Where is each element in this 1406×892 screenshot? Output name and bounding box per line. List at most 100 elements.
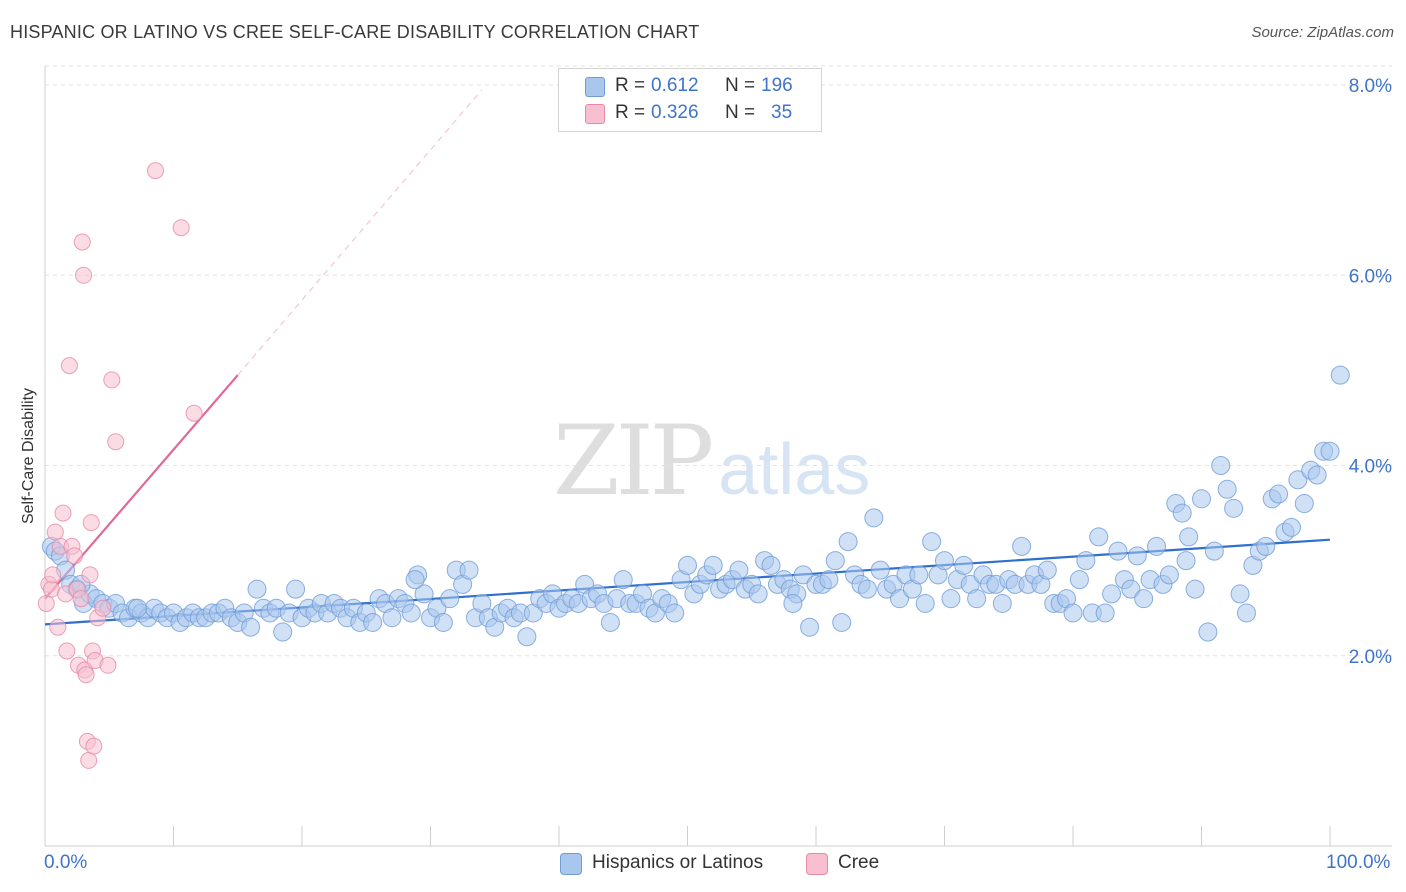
r-label: R = (615, 102, 646, 123)
n-label: N = (725, 75, 756, 96)
hispanic-point (800, 617, 820, 637)
hispanic-point (1063, 603, 1083, 623)
hispanic-point (864, 508, 884, 528)
cree-point (46, 523, 64, 541)
hispanic-point (1121, 579, 1141, 599)
hispanic-point (1037, 560, 1057, 580)
hispanic-point (440, 589, 460, 609)
cree-trend-extension (237, 89, 483, 376)
series-legend: Hispanics or Latinos Cree (0, 852, 1406, 876)
hispanic-point (941, 589, 961, 609)
hispanic-point (1236, 603, 1256, 623)
cree-point (66, 547, 84, 565)
hispanic-point (954, 555, 974, 575)
hispanic-point (128, 598, 148, 618)
hispanic-point (1069, 570, 1089, 590)
n-label: N = (725, 102, 756, 123)
cree-point (58, 642, 76, 660)
y-tick-label: 2.0% (1349, 647, 1392, 668)
hispanic-point (935, 551, 954, 571)
cree-point (73, 233, 91, 251)
x-tick-label-min: 0.0% (44, 852, 88, 873)
hispanic-point (405, 570, 425, 590)
x-tick-label-max: 100.0% (1326, 852, 1391, 873)
n-value: 35 (771, 102, 793, 123)
hispanic-point (870, 560, 890, 580)
hispanic-point (286, 579, 306, 599)
cree-point (147, 162, 165, 180)
hispanic-point (1185, 579, 1205, 599)
hispanic-point (703, 555, 723, 575)
hispanic-point (1224, 498, 1244, 518)
hispanic-point (1147, 536, 1167, 556)
legend-swatch-pink (806, 853, 828, 875)
cree-point (75, 266, 93, 284)
chart-title: HISPANIC OR LATINO VS CREE SELF-CARE DIS… (10, 22, 700, 42)
n-value: 196 (761, 75, 793, 96)
stats-legend: R = 0.612 N = 196 R = 0.326 N = 35 (558, 68, 822, 132)
hispanic-point (793, 565, 813, 585)
hispanic-point (825, 551, 845, 571)
hispanic-point (665, 603, 685, 623)
hispanic-point (890, 589, 910, 609)
hispanic-point (613, 570, 633, 590)
cree-point (94, 599, 112, 617)
watermark: ZIP atlas (553, 405, 870, 517)
hispanic-point (783, 593, 803, 613)
hispanic-point (414, 584, 434, 604)
watermark-atlas: atlas (718, 430, 871, 510)
hispanic-point (857, 579, 877, 599)
cree-point (172, 219, 190, 237)
hispanic-point (819, 570, 839, 590)
hispanic-point (832, 612, 852, 632)
hispanic-point (1281, 517, 1301, 537)
cree-point (185, 404, 203, 422)
hispanic-point (433, 612, 453, 632)
hispanic-point (1134, 589, 1154, 609)
hispanic-point (517, 627, 537, 647)
cree-point (72, 590, 90, 608)
hispanic-point (273, 622, 293, 642)
y-tick-label: 8.0% (1349, 76, 1392, 97)
legend-swatch-pink (585, 104, 605, 124)
cree-point (85, 737, 103, 755)
hispanic-point (729, 560, 749, 580)
hispanic-point (1320, 441, 1340, 461)
hispanic-point (1076, 551, 1096, 571)
hispanic-point (1176, 551, 1196, 571)
hispanic-point (382, 608, 402, 628)
hispanic-point (1256, 536, 1276, 556)
data-points (37, 162, 1350, 769)
y-tick-label: 4.0% (1349, 457, 1392, 478)
hispanic-point (1198, 622, 1218, 642)
y-tick-label: 6.0% (1349, 266, 1392, 287)
hispanic-point (678, 555, 697, 575)
cree-point (44, 566, 62, 584)
hispanic-point (909, 565, 929, 585)
cree-point (77, 666, 95, 684)
source-label: Source: ZipAtlas.com (1251, 24, 1394, 41)
hispanic-point (1102, 584, 1122, 604)
r-value: 0.326 (651, 102, 699, 123)
hispanic-point (1089, 527, 1109, 547)
hispanic-point (761, 555, 781, 575)
hispanic-point (1179, 527, 1199, 547)
hispanic-point (241, 617, 261, 637)
r-label: R = (615, 75, 646, 96)
cree-trend-line (44, 374, 239, 600)
r-value: 0.612 (651, 75, 699, 96)
hispanic-point (992, 593, 1012, 613)
hispanic-point (1330, 365, 1350, 385)
hispanic-point (1172, 503, 1192, 523)
hispanic-point (915, 593, 935, 613)
cree-point (60, 357, 78, 375)
hispanic-point (600, 612, 620, 632)
cree-point (80, 751, 98, 769)
hispanic-point (1108, 541, 1128, 561)
hispanic-point (748, 584, 768, 604)
hispanic-point (363, 612, 383, 632)
legend-swatch-blue (560, 853, 582, 875)
legend-label-hispanic: Hispanics or Latinos (592, 852, 764, 873)
hispanic-point (967, 589, 987, 609)
